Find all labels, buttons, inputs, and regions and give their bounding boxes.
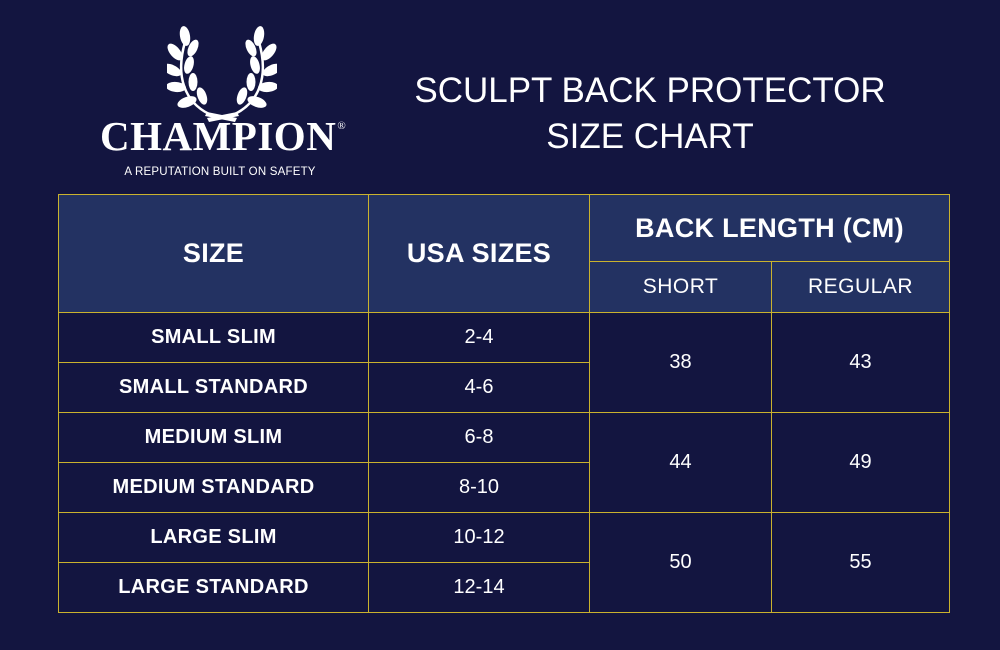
size-chart-table: SIZE USA SIZES BACK LENGTH (CM) SHORT RE… <box>58 194 951 613</box>
table-row: SMALL STANDARD 4-6 <box>58 362 950 413</box>
table-row: LARGE SLIM 10-12 50 55 <box>58 512 951 613</box>
size-cell: SMALL STANDARD <box>58 362 369 413</box>
header-back-length: BACK LENGTH (CM) <box>588 194 951 262</box>
brand-name: CHAMPION® <box>100 112 347 160</box>
regular-length-cell: 49 <box>770 412 951 513</box>
title-line-2: SIZE CHART <box>546 117 754 156</box>
title-line-1: SCULPT BACK PROTECTOR <box>414 71 886 110</box>
size-cell: MEDIUM SLIM <box>58 412 369 463</box>
short-length-cell: 44 <box>589 412 772 513</box>
regular-length-cell: 55 <box>770 512 951 613</box>
short-length-cell: 50 <box>589 512 772 613</box>
usa-size-cell: 12-14 <box>368 562 590 613</box>
usa-size-cell: 8-10 <box>368 462 590 513</box>
brand-tagline: A REPUTATION BUILT ON SAFETY <box>124 166 316 178</box>
regular-length-cell: 43 <box>770 312 951 413</box>
registered-mark: ® <box>337 120 347 132</box>
usa-size-cell: 6-8 <box>368 412 590 463</box>
header-size: SIZE <box>58 194 369 313</box>
size-cell: LARGE SLIM <box>58 512 369 563</box>
table-row: MEDIUM SLIM 6-8 44 49 <box>58 412 951 513</box>
size-cell: SMALL SLIM <box>58 312 369 363</box>
size-cell: LARGE STANDARD <box>58 562 369 613</box>
table-row: LARGE STANDARD 12-14 <box>58 562 950 613</box>
header-usa-sizes: USA SIZES <box>368 194 590 313</box>
header-short: SHORT <box>589 261 772 313</box>
usa-size-cell: 2-4 <box>368 312 590 363</box>
table-row: SMALL SLIM 2-4 38 43 <box>58 312 951 413</box>
usa-size-cell: 10-12 <box>368 512 590 563</box>
usa-size-cell: 4-6 <box>368 362 590 413</box>
size-cell: MEDIUM STANDARD <box>58 462 369 513</box>
short-length-cell: 38 <box>589 312 772 413</box>
header-regular: REGULAR <box>770 261 951 313</box>
brand-name-text: CHAMPION <box>100 113 337 159</box>
chart-title: SCULPT BACK PROTECTOR SIZE CHART <box>390 68 910 160</box>
table-row: MEDIUM STANDARD 8-10 <box>58 462 950 513</box>
champion-logo: CHAMPION® A REPUTATION BUILT ON SAFETY <box>100 20 347 185</box>
laurel-wreath-icon <box>167 26 277 122</box>
